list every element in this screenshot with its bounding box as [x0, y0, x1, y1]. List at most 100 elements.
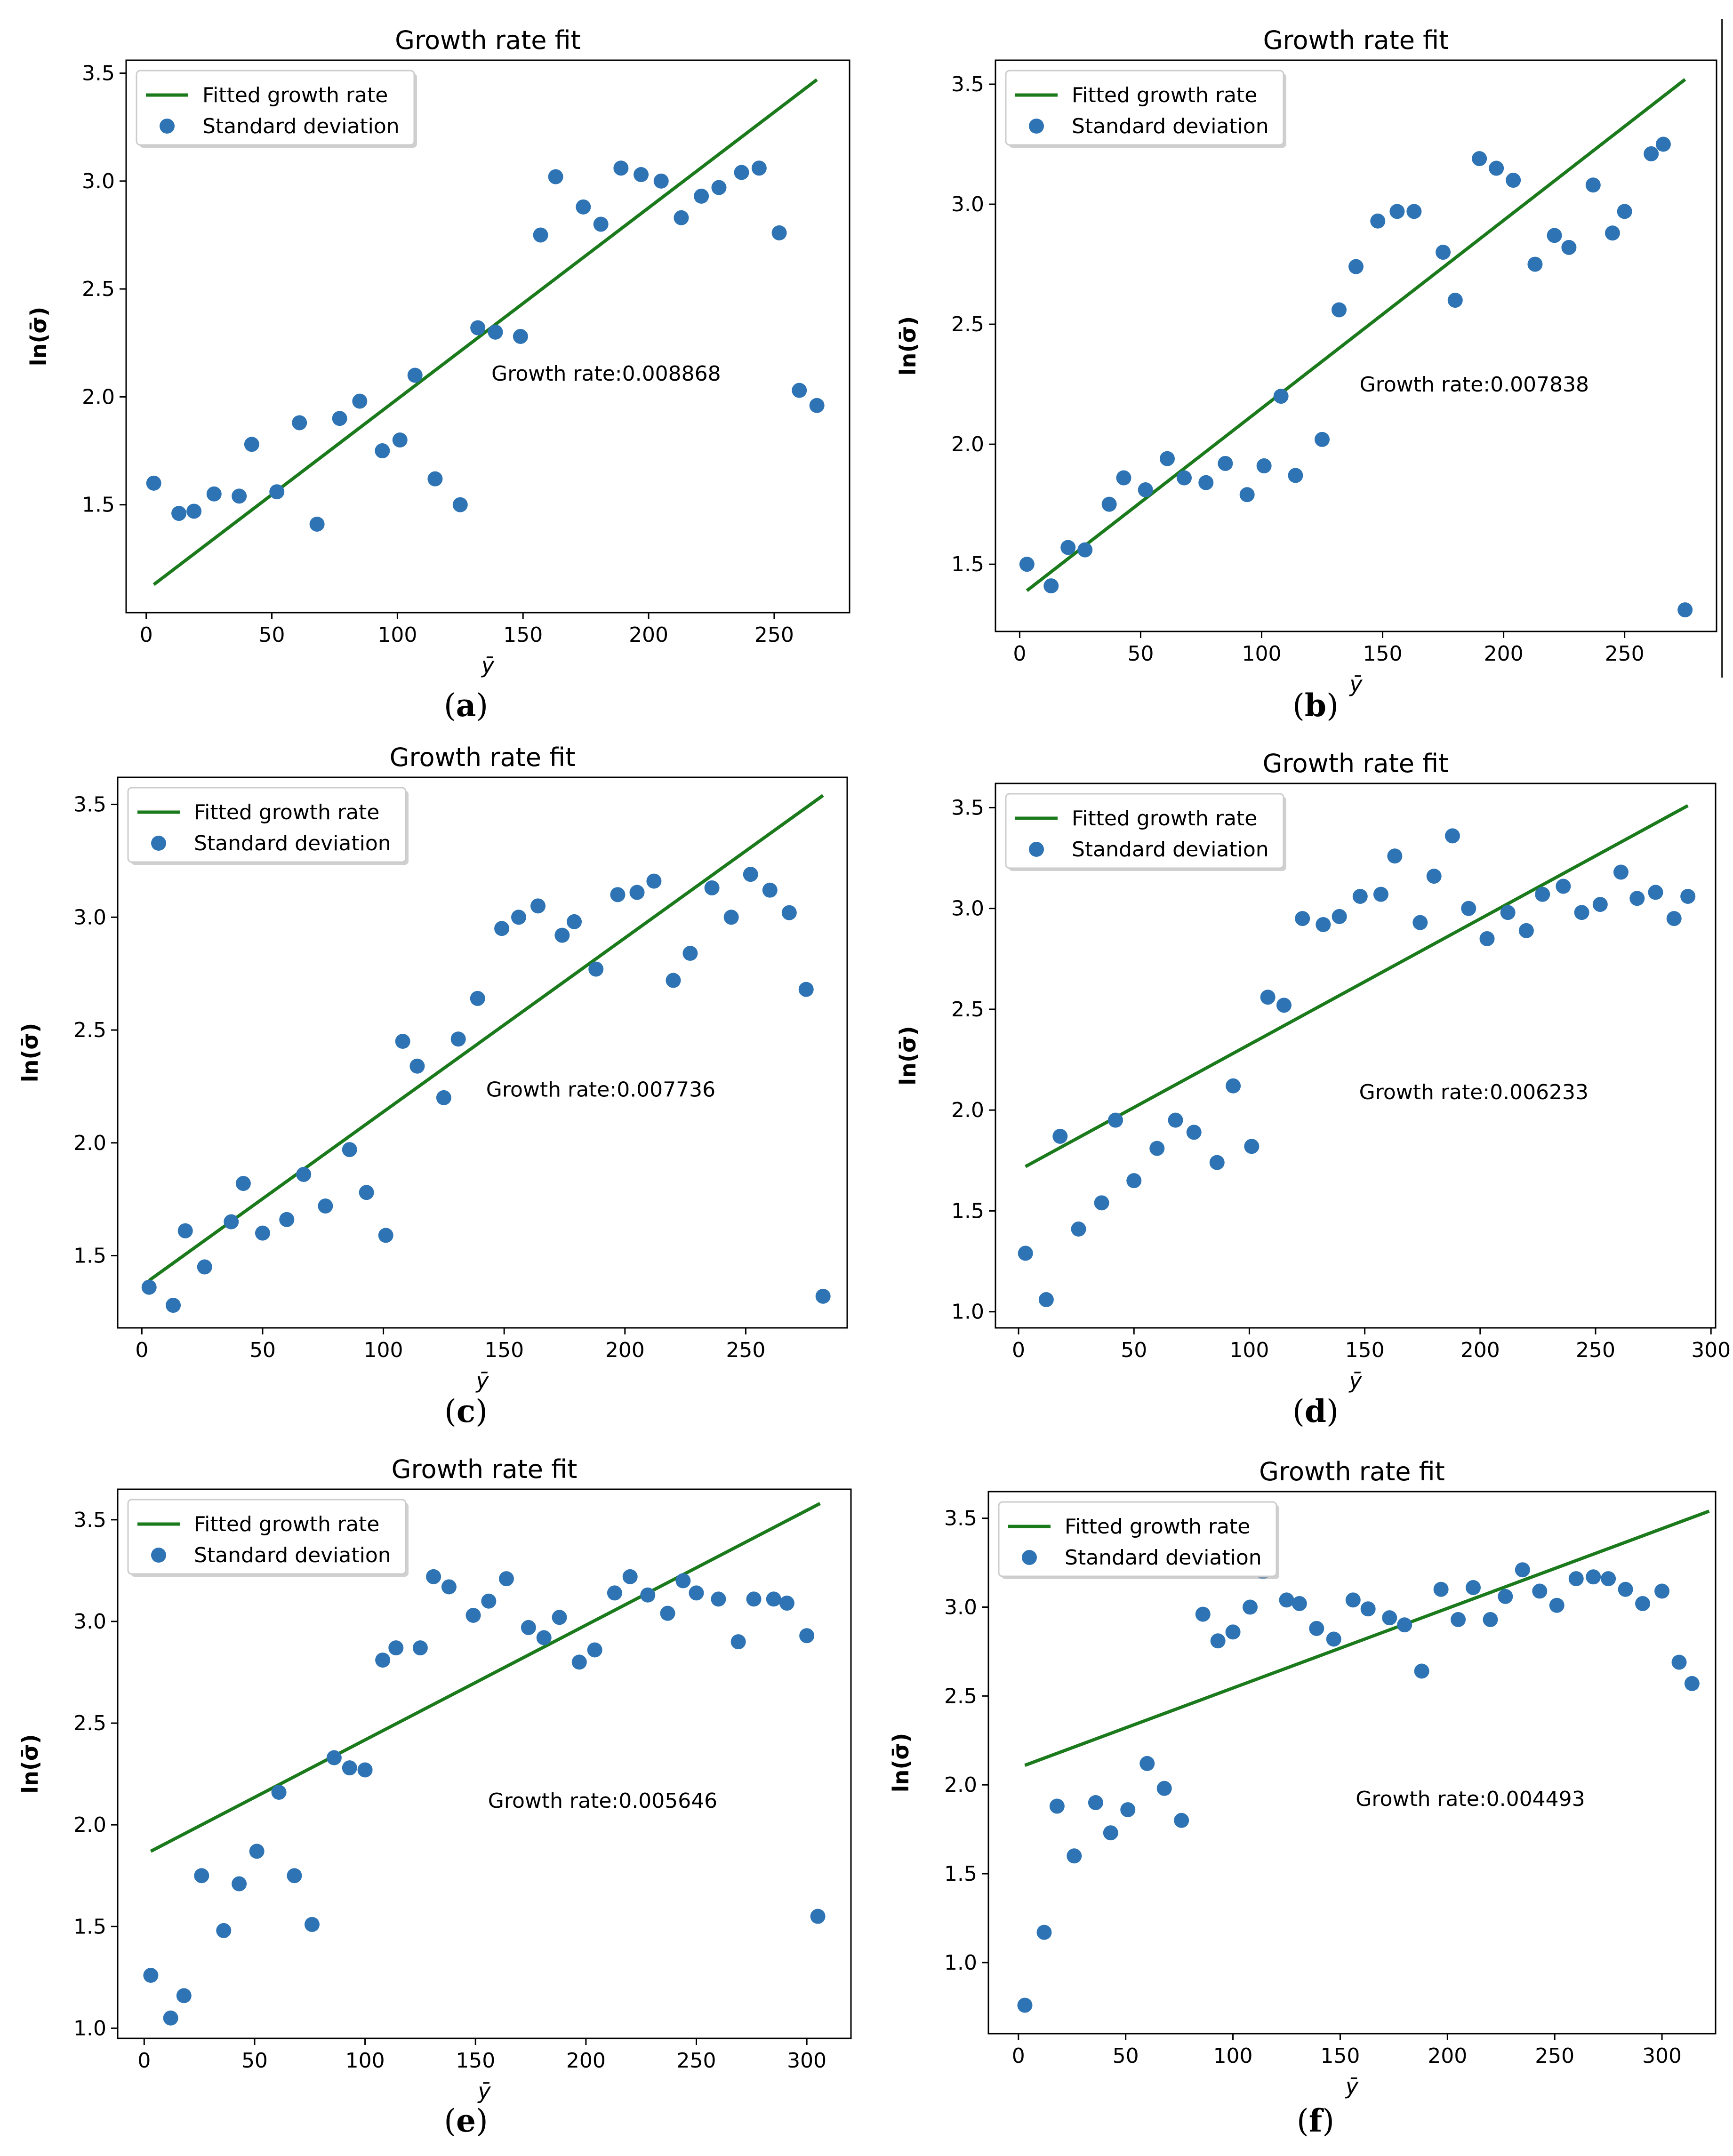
data-point [1260, 990, 1276, 1005]
data-point [1218, 455, 1233, 471]
data-point [1574, 905, 1589, 920]
legend-point-swatch [151, 1548, 166, 1563]
data-point [176, 1988, 192, 2004]
plot-frame [117, 776, 848, 1329]
data-point [653, 173, 669, 189]
y-tick-label: 2.0 [951, 1098, 984, 1122]
data-point [1244, 1139, 1260, 1154]
data-point [1126, 1173, 1142, 1189]
data-point [332, 411, 347, 426]
data-point [1387, 848, 1403, 864]
legend-box [136, 70, 415, 146]
data-point [375, 1653, 391, 1668]
data-point [1483, 1612, 1498, 1627]
data-point [255, 1225, 270, 1241]
legend-label-fitted: Fitted growth rate [1065, 1515, 1250, 1539]
data-point [407, 367, 423, 383]
data-point [1472, 151, 1487, 167]
data-point [1515, 1562, 1530, 1578]
growth-rate-annotation: Growth rate:0.005646 [488, 1789, 717, 1813]
data-point [711, 180, 727, 195]
data-point [1444, 828, 1460, 844]
chart-title: Growth rate fit [390, 743, 576, 772]
fitted-growth-line [148, 794, 824, 1282]
x-tick-label: 100 [1213, 2044, 1253, 2068]
data-point [751, 160, 767, 176]
data-point [552, 1610, 567, 1625]
legend-label-fitted: Fitted growth rate [194, 1512, 379, 1536]
x-tick-label: 0 [1013, 642, 1026, 666]
legend: Fitted growth rate Standard deviation [1005, 793, 1286, 871]
x-tick-label: 250 [1576, 1338, 1615, 1362]
data-point [269, 484, 285, 500]
data-point [1382, 1610, 1397, 1626]
data-point [1498, 1589, 1513, 1604]
data-point [746, 1591, 762, 1607]
data-point [809, 398, 825, 413]
y-tick-label: 1.0 [944, 1951, 977, 1975]
data-point [1038, 1292, 1054, 1308]
data-point [292, 415, 307, 431]
data-point [1071, 1222, 1086, 1237]
data-point [1210, 1633, 1226, 1649]
x-tick-label: 300 [1691, 1338, 1731, 1362]
data-point [810, 1908, 826, 1924]
legend-label-std: Standard deviation [202, 114, 400, 138]
legend-label-fitted: Fitted growth rate [1072, 83, 1257, 107]
data-point [548, 169, 563, 184]
data-point [711, 1591, 726, 1607]
data-point [730, 1634, 746, 1650]
data-point [660, 1605, 675, 1621]
data-point [694, 188, 709, 204]
data-point [1332, 909, 1347, 924]
data-point [588, 961, 604, 977]
data-point [779, 1596, 794, 1611]
data-point [1019, 557, 1035, 572]
x-axis-label: ȳ [1348, 1368, 1362, 1393]
data-point [1174, 1813, 1189, 1828]
data-point [1406, 204, 1422, 219]
y-tick-label: 3.5 [73, 1508, 106, 1532]
x-tick-label: 150 [503, 623, 543, 647]
y-tick-label: 3.5 [944, 1507, 977, 1531]
data-point [1036, 1924, 1052, 1940]
data-point [378, 1228, 393, 1243]
data-point [1332, 302, 1347, 318]
data-point [610, 887, 626, 902]
x-tick-label: 0 [1012, 2044, 1025, 2068]
plot-frame [995, 783, 1717, 1329]
legend-point-swatch [151, 836, 166, 851]
data-point [206, 486, 222, 502]
data-point [1613, 864, 1629, 880]
x-tick-label: 200 [1460, 1338, 1500, 1362]
y-axis-label: ln(σ̄) [895, 1026, 921, 1085]
data-point [1414, 1663, 1429, 1679]
legend: Fitted growth rate Standard deviation [127, 1499, 409, 1577]
data-point [1451, 1612, 1466, 1627]
y-axis-label: ln(σ̄) [895, 316, 921, 375]
data-point [1447, 293, 1463, 308]
data-point [1094, 1195, 1109, 1211]
data-point [1225, 1624, 1241, 1640]
legend-box [1005, 793, 1284, 869]
y-tick-label: 2.0 [73, 1131, 106, 1155]
data-point [441, 1579, 457, 1595]
data-point [571, 1654, 587, 1670]
data-point [587, 1642, 602, 1658]
y-tick-label: 3.5 [951, 72, 984, 96]
data-point [567, 914, 582, 929]
data-point [613, 160, 629, 176]
data-point [734, 165, 749, 180]
data-point [194, 1868, 209, 1884]
data-point [798, 982, 814, 997]
data-point [1677, 602, 1693, 618]
data-point [576, 199, 591, 215]
data-point [622, 1569, 638, 1584]
y-tick-label: 1.5 [951, 552, 984, 576]
data-point [1088, 1795, 1103, 1810]
data-point [1060, 540, 1076, 555]
x-tick-label: 50 [1127, 642, 1154, 666]
x-tick-label: 200 [629, 623, 668, 647]
y-axis-label: ln(σ̄) [888, 1733, 914, 1792]
